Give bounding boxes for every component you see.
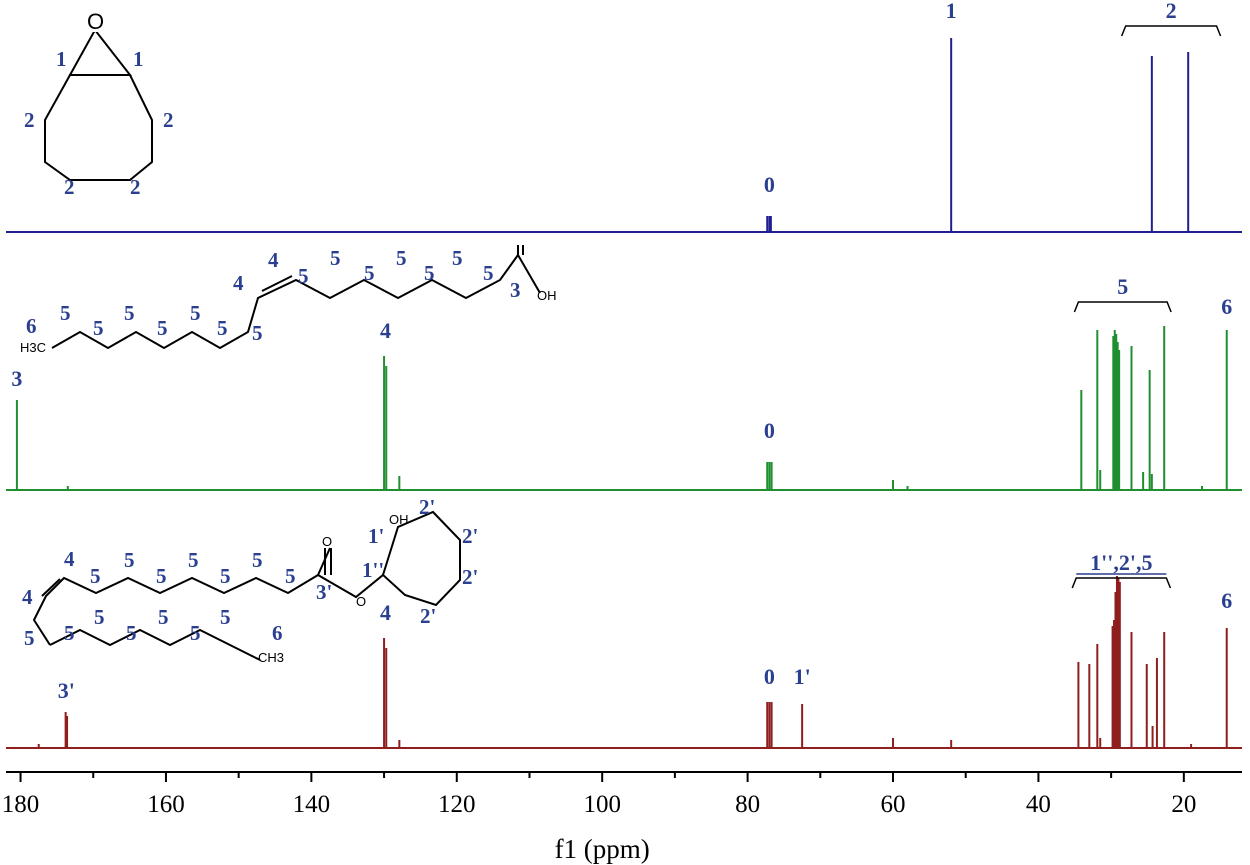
peak-label: 6 [1221,294,1232,319]
struct-label: 5 [330,246,341,270]
struct-label: 3 [510,278,521,302]
struct-label: 5 [190,621,201,645]
struct-label: 4 [22,585,33,609]
x-tick-label: 40 [1026,791,1051,818]
struct-label: 6 [272,621,283,645]
struct-label: 5 [126,621,137,645]
group-bracket [1071,577,1172,589]
x-tick-label: 80 [735,791,760,818]
peak-label: 4 [380,318,391,343]
x-tick-label: 120 [438,791,476,818]
struct-label: H3C [20,340,46,355]
struct-label: 5 [217,316,228,340]
struct-label: 2 [64,175,75,199]
struct-label: 3' [316,580,332,604]
peak-label: 4 [380,600,391,625]
struct-label: 4 [233,271,244,295]
struct-label: 5 [190,301,201,325]
struct-label: 2 [24,108,35,132]
struct-label: 5 [188,548,199,572]
peak-label: 0 [764,418,775,443]
struct-label: O [356,594,366,609]
struct-label: 2' [462,565,478,589]
struct-label: 6 [26,314,37,338]
struct-label: 4 [64,547,75,571]
x-tick-label: 60 [881,791,906,818]
struct-label: 5 [124,301,135,325]
struct-label: 5 [94,605,105,629]
struct-label: 5 [60,301,71,325]
hydroxycyclohexyl-oleate-structure: 4 4 5 5 5 5 5 5 5 3' O O OH 1' 1'' 2' 2'… [22,495,478,665]
peak-label: 6 [1221,588,1232,613]
x-tick-label: 100 [583,791,621,818]
struct-label: 5 [93,316,104,340]
x-axis-title: f1 (ppm) [555,834,650,864]
struct-label: 2' [420,604,436,628]
cyclohexene-oxide-structure: O 1 1 2 2 2 2 [24,8,174,199]
x-axis: 180 160 140 120 100 80 60 40 20 f1 (ppm) [2,771,1242,864]
struct-label: 1 [56,47,67,71]
struct-label: 1' [368,524,384,548]
peak-label: 0 [764,172,775,197]
struct-label: 5 [24,626,35,650]
group-label: 2 [1166,0,1177,23]
struct-label: O [322,534,332,549]
x-tick-label: 20 [1171,791,1196,818]
struct-label: 2' [462,524,478,548]
struct-label: 5 [158,605,169,629]
struct-label: 5 [483,261,494,285]
peak-label: 1' [794,664,811,689]
group-label: 1'',2',5 [1090,550,1152,575]
struct-label: 5 [252,548,263,572]
struct-label: CH3 [258,650,284,665]
struct-label: O [87,9,104,34]
peak-label: 0 [764,664,775,689]
struct-label: 5 [124,548,135,572]
struct-label: 5 [157,316,168,340]
x-tick-label: 160 [147,791,185,818]
x-tick-label: 140 [293,791,331,818]
struct-label: 5 [220,605,231,629]
spectrum-1: 0 1 2 [6,0,1242,233]
struct-label: 5 [364,261,375,285]
group-label: 5 [1117,274,1128,299]
peak-label: 3 [11,366,22,391]
x-tick-label: 180 [2,791,40,818]
struct-label: 5 [396,246,407,270]
spectrum-3: 3' 4 0 1' 6 1'',2',5 [6,550,1242,749]
struct-label: 5 [298,264,309,288]
group-bracket [1073,301,1172,313]
peak-label: 3' [58,678,75,703]
struct-label: 1 [133,47,144,71]
struct-label: 2 [130,175,141,199]
peak-label: 1 [946,0,957,23]
struct-label: 2' [419,495,435,519]
struct-label: 4 [268,248,279,272]
struct-label: OH [389,512,409,527]
struct-label: 5 [90,564,101,588]
struct-label: 5 [64,621,75,645]
struct-label: 2 [163,108,174,132]
struct-label: 5 [285,564,296,588]
struct-label: 5 [252,321,263,345]
struct-label: OH [537,288,557,303]
struct-label: 5 [424,261,435,285]
struct-label: 1'' [362,558,384,582]
group-bracket [1120,25,1222,37]
oleic-acid-structure: 4 4 5 5 5 5 5 5 5 3 OH 6 5 5 5 5 5 5 5 H… [20,245,557,355]
struct-label: 5 [452,246,463,270]
struct-label: 5 [220,564,231,588]
struct-label: 5 [156,564,167,588]
